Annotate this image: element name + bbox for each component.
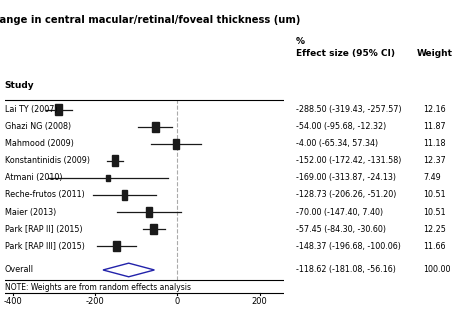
Text: -169.00 (-313.87, -24.13): -169.00 (-313.87, -24.13) <box>296 174 396 183</box>
Text: -288.50 (-319.43, -257.57): -288.50 (-319.43, -257.57) <box>296 105 402 114</box>
Text: 10.51: 10.51 <box>423 207 446 216</box>
Text: -54.00 (-95.68, -12.32): -54.00 (-95.68, -12.32) <box>296 122 386 131</box>
Text: -148.37 (-196.68, -100.06): -148.37 (-196.68, -100.06) <box>296 242 401 251</box>
Text: -152.00 (-172.42, -131.58): -152.00 (-172.42, -131.58) <box>296 156 401 165</box>
Text: Overall: Overall <box>5 265 34 274</box>
Text: Ghazi NG (2008): Ghazi NG (2008) <box>5 122 71 131</box>
Text: -128.73 (-206.26, -51.20): -128.73 (-206.26, -51.20) <box>296 191 397 199</box>
Text: Maier (2013): Maier (2013) <box>5 207 56 216</box>
Text: %: % <box>296 38 305 46</box>
Text: Park [RAP II] (2015): Park [RAP II] (2015) <box>5 224 82 233</box>
Bar <box>150 224 157 234</box>
Text: NOTE: Weights are from random effects analysis: NOTE: Weights are from random effects an… <box>5 282 191 291</box>
Text: 0: 0 <box>175 297 180 306</box>
Text: 10.51: 10.51 <box>423 191 446 199</box>
Text: Lai TY (2007): Lai TY (2007) <box>5 105 57 114</box>
Text: -70.00 (-147.40, 7.40): -70.00 (-147.40, 7.40) <box>296 207 383 216</box>
Bar <box>152 122 159 132</box>
Text: 12.25: 12.25 <box>423 224 446 233</box>
Text: -400: -400 <box>4 297 22 306</box>
Text: Atmani (2010): Atmani (2010) <box>5 174 62 183</box>
Text: Effect size (95% CI): Effect size (95% CI) <box>296 49 395 58</box>
Text: Park [RAP III] (2015): Park [RAP III] (2015) <box>5 242 85 251</box>
Text: Konstantinidis (2009): Konstantinidis (2009) <box>5 156 90 165</box>
Text: -57.45 (-84.30, -30.60): -57.45 (-84.30, -30.60) <box>296 224 386 233</box>
Text: Reche-frutos (2011): Reche-frutos (2011) <box>5 191 84 199</box>
Polygon shape <box>103 263 155 277</box>
Text: -118.62 (-181.08, -56.16): -118.62 (-181.08, -56.16) <box>296 265 396 274</box>
Bar <box>106 175 110 181</box>
Bar <box>146 207 152 217</box>
Text: 200: 200 <box>252 297 268 306</box>
Bar <box>113 241 119 251</box>
Text: 11.66: 11.66 <box>423 242 446 251</box>
Text: 12.37: 12.37 <box>423 156 446 165</box>
Text: 11.87: 11.87 <box>423 122 446 131</box>
Bar <box>173 139 179 149</box>
Bar <box>122 190 128 200</box>
Bar <box>111 155 118 166</box>
Text: 11.18: 11.18 <box>423 139 446 148</box>
Text: 7.49: 7.49 <box>423 174 441 183</box>
Text: Mahmood (2009): Mahmood (2009) <box>5 139 73 148</box>
Text: 100.00: 100.00 <box>423 265 451 274</box>
Text: Change in central macular/retinal/foveal thickness (um): Change in central macular/retinal/foveal… <box>0 15 300 25</box>
Text: -4.00 (-65.34, 57.34): -4.00 (-65.34, 57.34) <box>296 139 378 148</box>
Text: 12.16: 12.16 <box>423 105 446 114</box>
Text: -200: -200 <box>86 297 105 306</box>
Text: Study: Study <box>5 81 35 89</box>
Text: Weight: Weight <box>417 49 453 58</box>
Bar <box>55 105 62 115</box>
